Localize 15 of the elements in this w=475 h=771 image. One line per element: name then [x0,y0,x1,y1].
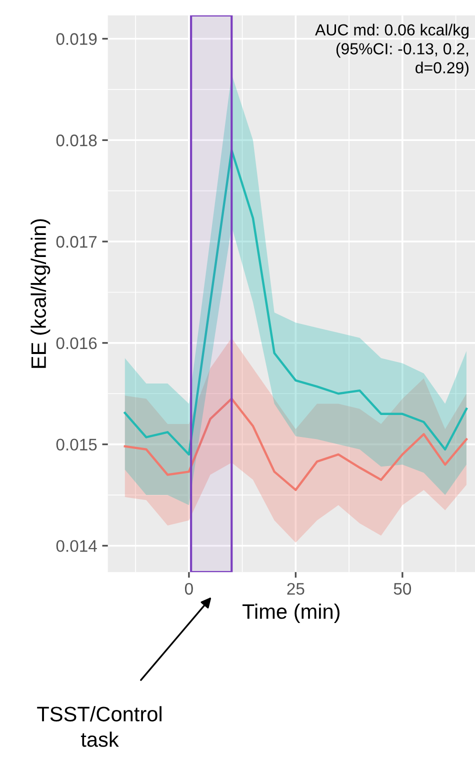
x-axis-title: Time (min) [242,604,340,623]
y-tick-label: 0.019 [56,33,97,45]
y-tick-label: 0.014 [56,540,97,552]
line-series [124,149,468,456]
y-tick-label: 0.017 [56,236,97,248]
x-tick-label: 0 [184,582,193,595]
y-axis-title: EE (kcal/kg/min) [30,219,50,368]
y-tick-label: 0.016 [56,337,97,350]
y-tick-label: 0.015 [56,438,97,451]
line-series [124,398,468,492]
annotation: AUC md: 0.06 kcal/kg (95%CI: -0.13, 0.2, d=0.29) [315,24,469,77]
y-tick-label: 0.018 [56,134,97,146]
text: TSST/Control task [37,706,162,747]
x-tick-label: 50 [394,582,412,595]
x-tick-label: 25 [287,582,304,595]
